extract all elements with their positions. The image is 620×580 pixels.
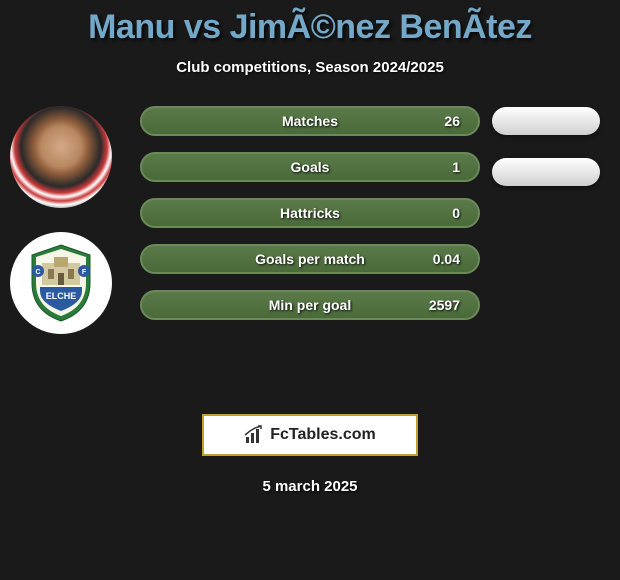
svg-text:F: F: [82, 269, 87, 276]
stat-value: 26: [444, 113, 460, 129]
player-avatar-1: [10, 106, 112, 208]
stat-bar-goals: Goals 1: [140, 152, 480, 182]
stat-bar-min-per-goal: Min per goal 2597: [140, 290, 480, 320]
comparison-pill-2: [492, 158, 600, 186]
brand-text: FcTables.com: [270, 426, 376, 444]
stats-list: Matches 26 Goals 1 Hattricks 0 Goals per…: [140, 106, 480, 320]
comparison-pill-1: [492, 107, 600, 135]
subtitle: Club competitions, Season 2024/2025: [0, 59, 620, 76]
svg-text:C: C: [35, 269, 40, 276]
player-avatar-2: ELCHE C F: [10, 232, 112, 334]
stat-label: Min per goal: [269, 297, 351, 313]
stat-value: 0.04: [433, 251, 460, 267]
stat-label: Matches: [282, 113, 338, 129]
stat-value: 2597: [429, 297, 460, 313]
club-badge-icon: ELCHE C F: [26, 243, 96, 323]
date-text: 5 march 2025: [0, 478, 620, 495]
brand-box[interactable]: FcTables.com: [202, 414, 418, 456]
stat-bar-matches: Matches 26: [140, 106, 480, 136]
page-title: Manu vs JimÃ©nez BenÃ­tez: [0, 8, 620, 47]
stat-value: 1: [452, 159, 460, 175]
stat-bar-goals-per-match: Goals per match 0.04: [140, 244, 480, 274]
stat-label: Hattricks: [280, 205, 340, 221]
svg-text:ELCHE: ELCHE: [46, 291, 77, 301]
chart-icon: [244, 425, 266, 445]
stat-bar-hattricks: Hattricks 0: [140, 198, 480, 228]
content-area: ELCHE C F Matches 26 Goals 1 Hattricks 0…: [0, 106, 620, 406]
stat-label: Goals per match: [255, 251, 365, 267]
stat-label: Goals: [291, 159, 330, 175]
stat-value: 0: [452, 205, 460, 221]
